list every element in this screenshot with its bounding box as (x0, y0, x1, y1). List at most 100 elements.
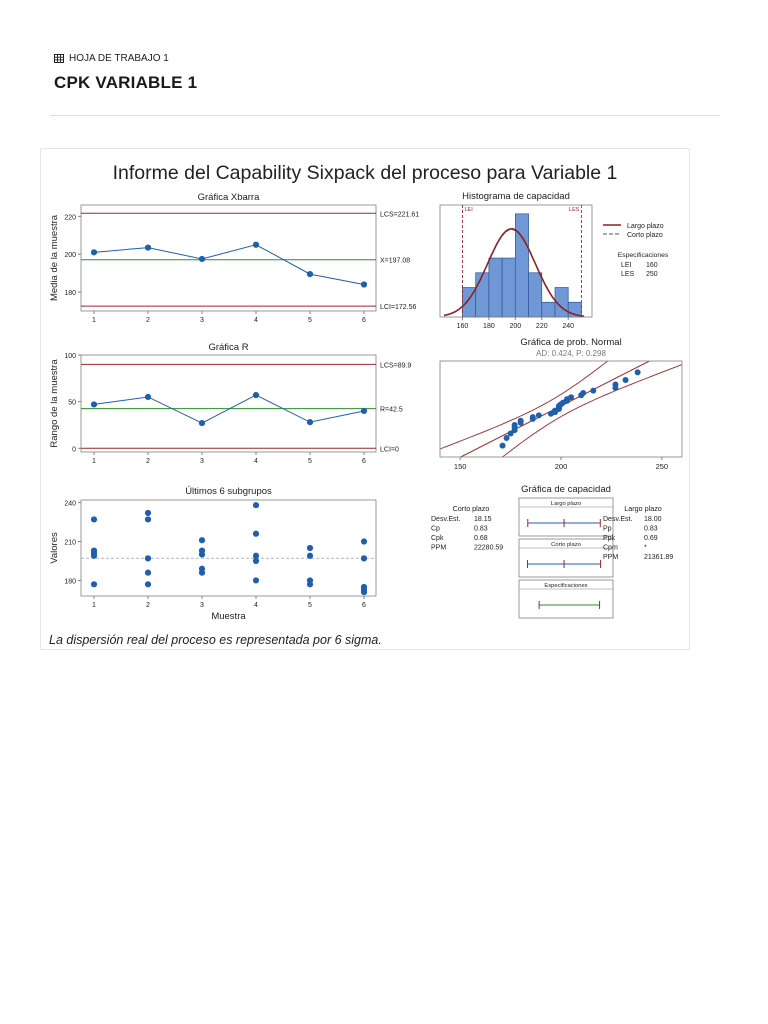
data-point (90, 581, 98, 588)
y-axis-label: Media de la muestra (49, 214, 60, 301)
data-point (198, 419, 206, 427)
x-tick-label: 150 (454, 462, 467, 471)
capability-box-label: Largo plazo (551, 501, 581, 507)
stats-key: PPM (431, 545, 446, 552)
data-point (622, 376, 629, 383)
x-axis-label: Muestra (211, 611, 246, 622)
x-tick-label: 5 (308, 458, 312, 465)
data-point (90, 552, 98, 559)
data-point (306, 581, 314, 588)
data-point (144, 569, 152, 576)
x-tick-label: 5 (308, 317, 312, 324)
data-point (90, 547, 98, 554)
x-tick-label: 6 (362, 317, 366, 324)
histogram-bar (501, 257, 516, 318)
spec-table-value: 160 (646, 262, 658, 269)
data-point (612, 381, 619, 388)
data-point (503, 435, 510, 442)
data-line (93, 244, 365, 285)
x-tick-label: 1 (92, 317, 96, 324)
data-point (144, 393, 152, 401)
x-tick-label: 3 (200, 602, 204, 609)
data-point (590, 387, 597, 394)
data-point (252, 502, 260, 509)
y-tick-label: 210 (64, 540, 76, 547)
control-limit-label: LCS=89.9 (380, 362, 411, 369)
data-point (144, 581, 152, 588)
data-point (252, 577, 260, 584)
page-header: HOJA DE TRABAJO 1 CPK VARIABLE 1 (54, 53, 197, 93)
stats-value: 0.83 (474, 526, 488, 533)
legend-label: Largo plazo (627, 223, 664, 230)
stats-key: Cp (431, 526, 440, 533)
histogram-bar (488, 257, 503, 318)
stats-value: 22280.59 (474, 545, 503, 552)
stats-value: 0.68 (474, 535, 488, 542)
data-point (634, 369, 641, 376)
x-tick-label: 3 (200, 317, 204, 324)
confidence-band (440, 361, 608, 450)
data-point (499, 442, 506, 449)
capability-box-label: Especificaciones (544, 583, 587, 589)
stats-value: 0.83 (644, 526, 658, 533)
x-tick-label: 6 (362, 458, 366, 465)
control-limit-label: X=197.08 (380, 258, 410, 265)
confidence-band (502, 364, 682, 457)
x-tick-label: 1 (92, 602, 96, 609)
stats-value: 21361.89 (644, 554, 673, 561)
y-tick-label: 100 (64, 353, 76, 360)
control-limit-label: R=42.5 (380, 407, 403, 414)
stats-key: PPM (603, 554, 618, 561)
x-tick-label: 5 (308, 602, 312, 609)
chart-title: Gráfica de prob. Normal (520, 337, 621, 348)
y-axis-label: Valores (49, 532, 60, 564)
table-grid-icon (54, 54, 64, 63)
stats-key: Desv.Est. (431, 516, 460, 523)
worksheet-label[interactable]: HOJA DE TRABAJO 1 (69, 53, 169, 64)
data-point (507, 430, 514, 437)
worksheet-label-row: HOJA DE TRABAJO 1 (54, 53, 197, 64)
spec-table-title: Especificaciones (618, 252, 669, 259)
data-point (517, 417, 524, 424)
plot-frame (439, 204, 593, 318)
data-point (144, 509, 152, 517)
data-point (360, 555, 368, 562)
data-point (252, 392, 260, 399)
data-point (360, 589, 368, 596)
y-tick-label: 50 (68, 400, 76, 407)
x-tick-label: 220 (536, 323, 548, 330)
report-footer: La dispersión real del proceso es repres… (49, 633, 382, 647)
x-tick-label: 180 (483, 323, 495, 330)
chart-title: Últimos 6 subgrupos (185, 486, 272, 497)
chart-title: Histograma de capacidad (462, 191, 570, 202)
x-tick-label: 2 (146, 602, 150, 609)
spec-limit-label: LEI (464, 207, 473, 213)
plot-frame (80, 499, 377, 597)
y-axis-label: Rango de la muestra (49, 359, 60, 448)
x-tick-label: 3 (200, 458, 204, 465)
stats-key: Cpk (431, 535, 444, 542)
data-point (360, 407, 368, 415)
y-tick-label: 220 (64, 214, 76, 221)
y-tick-label: 180 (64, 290, 76, 297)
x-tick-label: 250 (656, 462, 669, 471)
stats-key: Pp (603, 526, 612, 533)
x-tick-label: 200 (555, 462, 568, 471)
spec-table-key: LES (621, 271, 635, 278)
data-point (144, 516, 152, 523)
control-limit-label: LCI=0 (380, 446, 399, 453)
data-point (360, 538, 368, 545)
header-divider (50, 115, 720, 116)
data-point (535, 412, 542, 419)
data-point (360, 281, 368, 288)
x-tick-label: 160 (457, 323, 469, 330)
data-point (252, 530, 260, 537)
data-point (144, 555, 152, 562)
capability-sixpack-report: Informe del Capability Sixpack del proce… (40, 148, 690, 650)
data-line (93, 394, 365, 424)
stats-value: * (644, 545, 647, 552)
x-tick-label: 2 (146, 458, 150, 465)
histogram-bar (528, 272, 543, 318)
y-tick-label: 240 (64, 501, 76, 508)
y-tick-label: 180 (64, 578, 76, 585)
